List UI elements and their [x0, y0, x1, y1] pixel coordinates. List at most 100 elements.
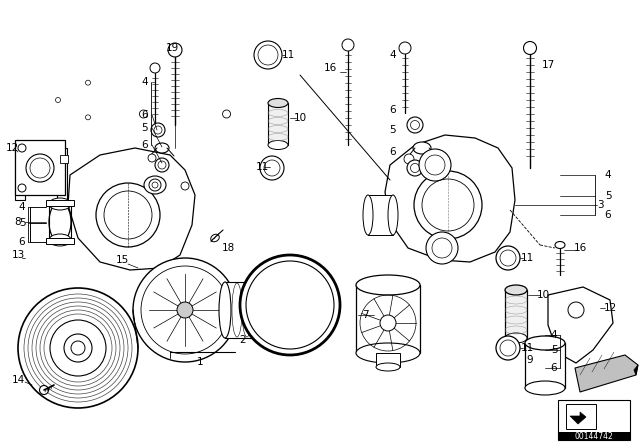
Circle shape — [399, 42, 411, 54]
Circle shape — [149, 179, 161, 191]
Text: 1: 1 — [196, 357, 204, 367]
Circle shape — [177, 302, 193, 318]
Text: 2: 2 — [240, 335, 246, 345]
Ellipse shape — [268, 141, 288, 150]
Text: 14: 14 — [12, 375, 24, 385]
Ellipse shape — [388, 195, 398, 235]
Bar — [505, 290, 527, 338]
Polygon shape — [575, 355, 638, 392]
Circle shape — [40, 385, 49, 395]
Ellipse shape — [49, 198, 71, 210]
Bar — [46, 238, 74, 244]
Circle shape — [432, 238, 452, 258]
Text: 4: 4 — [19, 202, 26, 212]
Text: 6: 6 — [390, 147, 396, 157]
Text: 18: 18 — [221, 243, 235, 253]
Polygon shape — [548, 287, 613, 363]
Text: 13: 13 — [12, 250, 24, 260]
Ellipse shape — [555, 241, 565, 249]
Circle shape — [141, 266, 229, 354]
Circle shape — [96, 183, 160, 247]
Ellipse shape — [356, 275, 420, 295]
Ellipse shape — [219, 282, 231, 338]
Ellipse shape — [505, 333, 527, 343]
Bar — [376, 353, 400, 367]
Circle shape — [342, 39, 354, 51]
Circle shape — [260, 156, 284, 180]
Bar — [268, 103, 288, 145]
Ellipse shape — [155, 143, 169, 153]
Circle shape — [500, 340, 516, 356]
Circle shape — [258, 45, 278, 65]
Circle shape — [404, 154, 414, 164]
Text: 6: 6 — [550, 363, 557, 373]
Circle shape — [86, 115, 90, 120]
Circle shape — [148, 154, 156, 162]
Circle shape — [414, 171, 482, 239]
Text: 5: 5 — [141, 123, 148, 133]
Bar — [15, 140, 65, 195]
Text: 11: 11 — [282, 50, 294, 60]
Circle shape — [223, 110, 230, 118]
Text: 6: 6 — [605, 210, 611, 220]
Bar — [558, 400, 630, 440]
Bar — [558, 432, 630, 440]
Circle shape — [30, 158, 50, 178]
Circle shape — [407, 117, 423, 133]
Circle shape — [496, 246, 520, 270]
Text: 5: 5 — [550, 345, 557, 355]
Polygon shape — [15, 148, 67, 200]
Circle shape — [133, 258, 237, 362]
Circle shape — [18, 144, 26, 152]
Text: 16: 16 — [573, 243, 587, 253]
Text: 19: 19 — [165, 43, 179, 53]
Circle shape — [240, 255, 340, 355]
Ellipse shape — [49, 234, 71, 246]
Text: 6: 6 — [19, 237, 26, 247]
Ellipse shape — [525, 336, 565, 350]
Ellipse shape — [505, 285, 527, 295]
Polygon shape — [385, 135, 515, 262]
Text: 10: 10 — [293, 113, 307, 123]
Text: 4: 4 — [605, 170, 611, 180]
Polygon shape — [68, 148, 195, 270]
Ellipse shape — [49, 202, 71, 242]
Circle shape — [181, 182, 189, 190]
Text: 11: 11 — [255, 162, 269, 172]
Text: 5: 5 — [605, 191, 611, 201]
Ellipse shape — [356, 343, 420, 363]
Text: 12: 12 — [604, 303, 616, 313]
Circle shape — [524, 42, 536, 55]
Circle shape — [155, 158, 169, 172]
Text: 15: 15 — [115, 255, 129, 265]
Circle shape — [56, 98, 61, 103]
Text: 7: 7 — [362, 310, 368, 320]
Circle shape — [496, 336, 520, 360]
Polygon shape — [570, 412, 586, 424]
Circle shape — [254, 41, 282, 69]
Bar — [566, 404, 596, 429]
Circle shape — [86, 80, 90, 85]
Ellipse shape — [376, 363, 400, 371]
Ellipse shape — [274, 282, 286, 338]
Circle shape — [64, 334, 92, 362]
Bar — [356, 285, 420, 353]
Text: 4: 4 — [141, 77, 148, 87]
Circle shape — [568, 302, 584, 318]
Circle shape — [264, 160, 280, 176]
Circle shape — [26, 154, 54, 182]
Bar — [368, 195, 393, 235]
Circle shape — [407, 160, 423, 176]
Text: 10: 10 — [536, 290, 550, 300]
Text: 17: 17 — [541, 60, 555, 70]
Circle shape — [104, 191, 152, 239]
Circle shape — [422, 179, 474, 231]
Ellipse shape — [268, 99, 288, 108]
Circle shape — [380, 315, 396, 331]
Circle shape — [150, 63, 160, 73]
Circle shape — [168, 43, 182, 57]
Text: 11: 11 — [520, 343, 534, 353]
Text: 4: 4 — [390, 50, 396, 60]
Circle shape — [18, 288, 138, 408]
Text: 6: 6 — [141, 140, 148, 150]
